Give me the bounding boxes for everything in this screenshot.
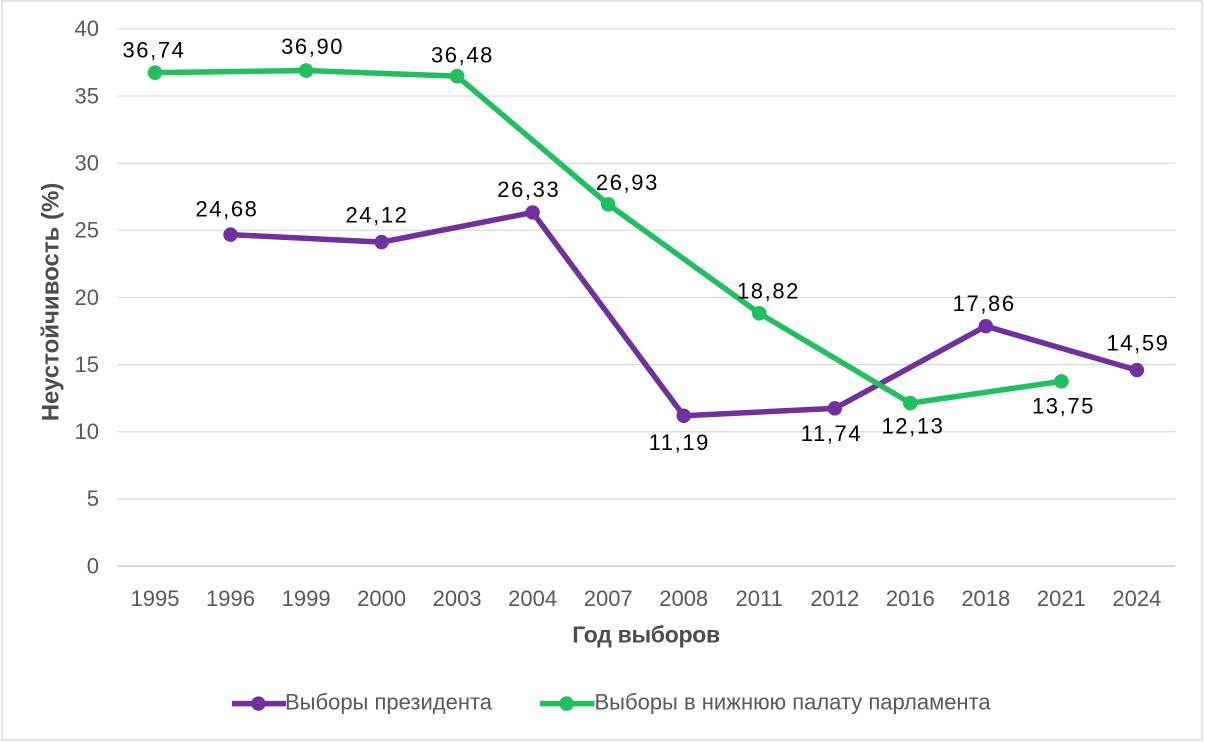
svg-text:25: 25 <box>75 218 99 243</box>
svg-text:2004: 2004 <box>508 586 557 611</box>
svg-text:36,48: 36,48 <box>431 43 494 68</box>
svg-text:1999: 1999 <box>282 586 331 611</box>
svg-text:11,74: 11,74 <box>801 421 862 446</box>
svg-text:12,13: 12,13 <box>881 414 944 439</box>
svg-text:20: 20 <box>75 285 99 310</box>
svg-text:2003: 2003 <box>433 586 482 611</box>
svg-text:2011: 2011 <box>736 586 783 611</box>
svg-text:2018: 2018 <box>961 586 1010 611</box>
svg-text:1996: 1996 <box>206 586 255 611</box>
svg-text:17,86: 17,86 <box>953 291 1016 316</box>
svg-text:1995: 1995 <box>131 586 180 611</box>
svg-text:26,33: 26,33 <box>497 177 560 202</box>
svg-text:2008: 2008 <box>659 586 708 611</box>
svg-text:24,12: 24,12 <box>345 203 408 228</box>
svg-text:13,75: 13,75 <box>1032 393 1095 418</box>
svg-text:11,19: 11,19 <box>649 430 710 455</box>
svg-text:15: 15 <box>75 352 99 377</box>
svg-text:0: 0 <box>87 553 99 578</box>
svg-text:18,82: 18,82 <box>737 279 800 304</box>
svg-text:14,59: 14,59 <box>1106 330 1169 355</box>
svg-text:10: 10 <box>75 419 99 444</box>
svg-text:Выборы в нижнюю палату парламе: Выборы в нижнюю палату парламента <box>595 690 992 715</box>
svg-text:36,90: 36,90 <box>281 34 344 59</box>
svg-text:2012: 2012 <box>810 586 859 611</box>
svg-text:5: 5 <box>87 486 99 511</box>
svg-text:40: 40 <box>75 16 99 41</box>
svg-text:24,68: 24,68 <box>195 197 258 222</box>
svg-text:Выборы президента: Выборы президента <box>285 690 493 715</box>
svg-text:36,74: 36,74 <box>122 37 185 62</box>
svg-text:30: 30 <box>75 151 99 176</box>
svg-text:Неустойчивость (%): Неустойчивость (%) <box>38 183 65 422</box>
svg-text:2016: 2016 <box>886 586 935 611</box>
svg-text:2000: 2000 <box>357 586 406 611</box>
svg-text:2021: 2021 <box>1037 586 1086 611</box>
svg-text:Год выборов: Год выборов <box>572 622 720 648</box>
svg-text:35: 35 <box>75 83 99 108</box>
svg-text:26,93: 26,93 <box>596 170 659 195</box>
svg-text:2024: 2024 <box>1112 586 1161 611</box>
svg-text:2007: 2007 <box>584 586 633 611</box>
